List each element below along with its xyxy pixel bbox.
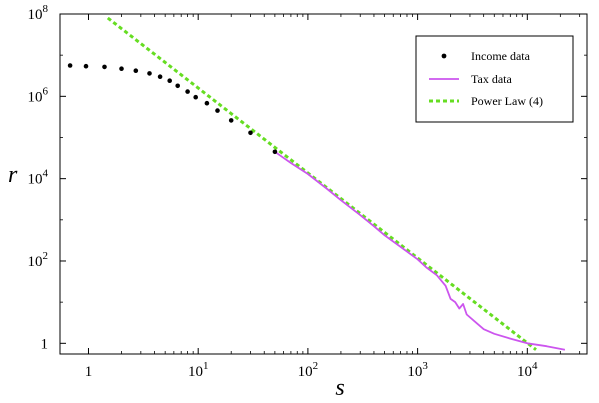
income-data-point [272, 149, 278, 155]
legend: Income data Tax data Power Law (4) [415, 35, 574, 123]
income-data-point [167, 78, 172, 83]
income-data-point [193, 94, 198, 100]
income-data-point [204, 100, 210, 106]
income-data-point [133, 68, 139, 73]
x-tick-label: 102 [298, 360, 319, 380]
y-tick-label: 104 [28, 168, 49, 188]
legend-label-income: Income data [471, 49, 531, 63]
legend-label-tax: Tax data [471, 72, 512, 86]
plot-frame [59, 13, 588, 355]
legend-label-power-law: Power Law (4) [471, 94, 543, 108]
y-tick-label: 102 [28, 250, 49, 270]
tax-data-line [274, 151, 566, 351]
income-data-point [119, 66, 124, 71]
income-data-point [157, 74, 163, 79]
income-data-point [228, 118, 234, 123]
series-layer [67, 16, 566, 351]
income-data-point [215, 108, 220, 113]
x-tick-label: 101 [188, 360, 209, 380]
y-tick-label: 1 [41, 336, 49, 352]
x-tick-label: 104 [517, 360, 538, 380]
income-data-point [147, 71, 152, 76]
income-data-point [175, 83, 180, 89]
x-axis-title: s [335, 375, 344, 401]
legend-marker-income [441, 53, 447, 59]
y-tick-label: 108 [28, 3, 49, 23]
income-data-point [185, 89, 190, 94]
income-data-point [67, 63, 73, 68]
income-data-point [102, 64, 107, 70]
income-data-point [83, 63, 89, 69]
y-axis-title: r [8, 162, 18, 188]
x-tick-label: 103 [407, 360, 428, 380]
ticks-layer: 1 101 102 103 104 1 102 104 106 108 [28, 3, 587, 380]
power-law-line [106, 16, 537, 351]
income-data-point [248, 130, 253, 136]
x-tick-label: 1 [85, 364, 93, 380]
y-tick-label: 106 [28, 85, 49, 105]
